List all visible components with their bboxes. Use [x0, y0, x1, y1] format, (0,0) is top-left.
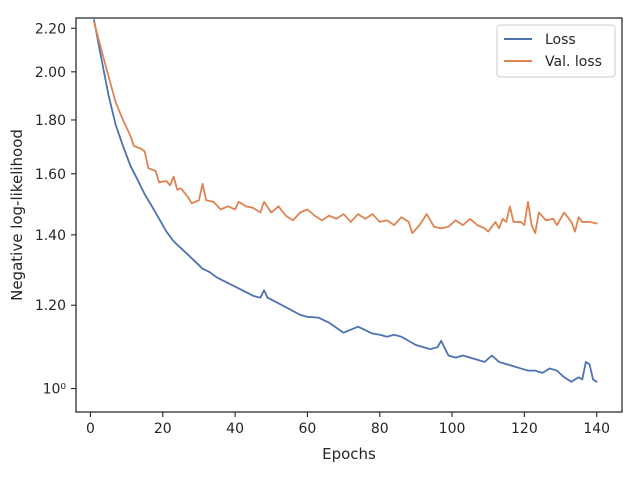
x-axis-label: Epochs — [322, 445, 376, 463]
y-tick-label: 1.80 — [35, 113, 66, 129]
y-axis-label: Negative log-likelihood — [8, 129, 26, 301]
x-tick-label: 100 — [439, 421, 466, 437]
x-tick-label: 80 — [371, 421, 389, 437]
series-line-loss — [93, 19, 598, 383]
y-tick-label: 2.20 — [35, 21, 66, 37]
x-tick-label: 120 — [511, 421, 538, 437]
legend-label-loss: Loss — [545, 32, 576, 48]
legend-label-val-loss: Val. loss — [545, 54, 602, 70]
y-tick-label: 2.00 — [35, 65, 66, 81]
x-tick-label: 0 — [86, 421, 95, 437]
y-axis-ticks: 10⁰ 1.20 1.40 1.60 1.80 2.00 2.20 — [35, 21, 76, 398]
legend: Loss Val. loss — [496, 24, 616, 78]
y-tick-label: 1.40 — [35, 228, 66, 244]
x-axis-ticks: 0 20 40 60 80 100 120 140 — [86, 412, 610, 437]
x-tick-label: 40 — [226, 421, 244, 437]
x-tick-label: 140 — [583, 421, 610, 437]
y-tick-label: 10⁰ — [43, 382, 67, 398]
x-tick-label: 60 — [299, 421, 317, 437]
series-line-val-loss — [93, 21, 598, 235]
y-tick-label: 1.60 — [35, 167, 66, 183]
plot-frame — [75, 17, 623, 413]
x-tick-label: 20 — [154, 421, 172, 437]
y-tick-label: 1.20 — [35, 298, 66, 314]
plot-lines — [93, 19, 598, 383]
